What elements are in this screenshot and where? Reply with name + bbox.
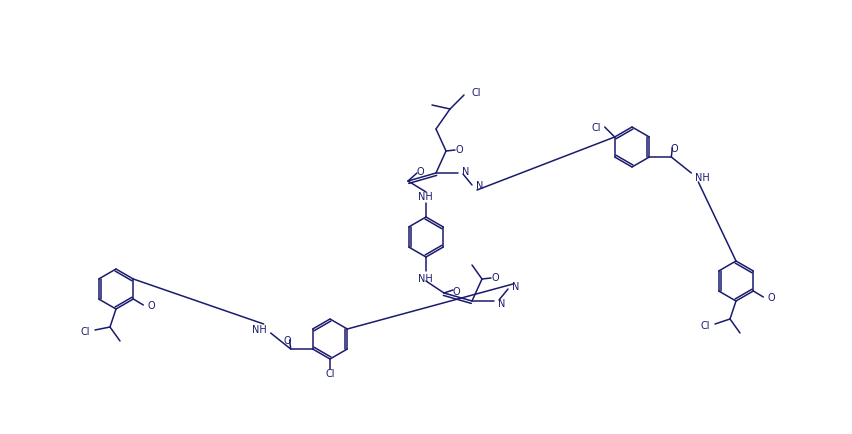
Text: N: N [512,281,520,291]
Text: N: N [462,167,469,177]
Text: N: N [476,181,483,191]
Text: Cl: Cl [700,320,710,330]
Text: Cl: Cl [472,88,481,98]
Text: NH: NH [417,191,432,201]
Text: O: O [671,144,678,154]
Text: NH: NH [417,273,432,283]
Text: Cl: Cl [591,123,601,133]
Text: Cl: Cl [80,326,90,336]
Text: NH: NH [695,173,710,183]
Text: O: O [768,293,775,302]
Text: O: O [416,167,423,177]
Text: N: N [498,298,505,308]
Text: O: O [284,335,291,345]
Text: O: O [456,145,463,155]
Text: Cl: Cl [325,368,335,378]
Text: O: O [452,286,460,296]
Text: NH: NH [252,324,267,334]
Text: O: O [492,273,499,283]
Text: O: O [147,300,155,310]
